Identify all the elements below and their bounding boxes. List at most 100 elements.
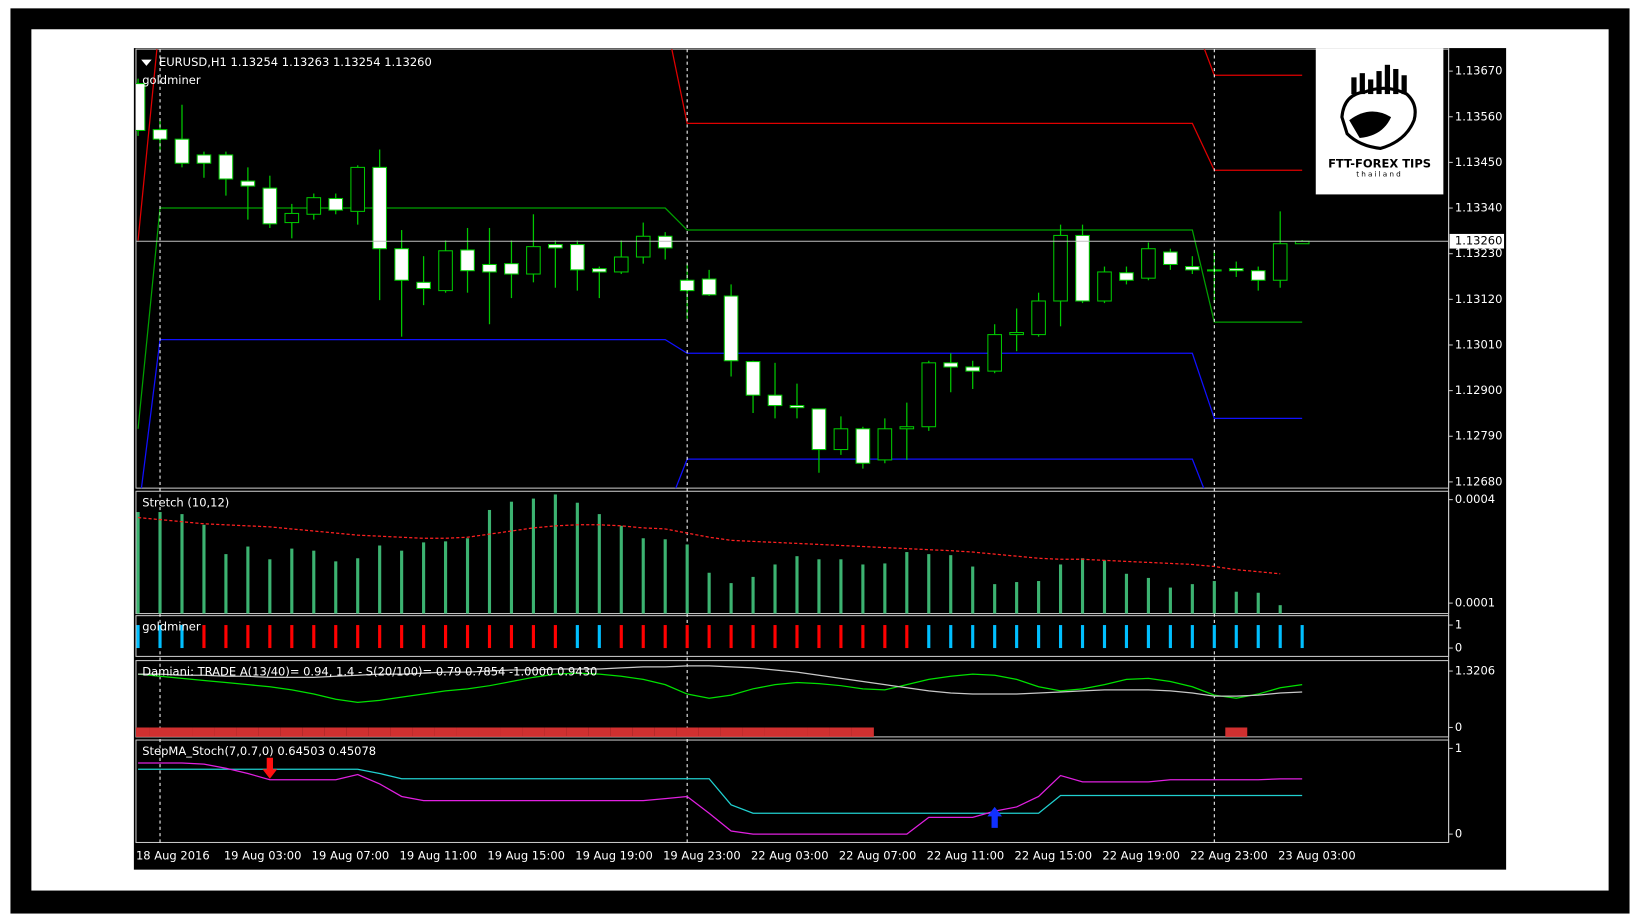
histogram-bar xyxy=(224,625,228,649)
signal-bar xyxy=(346,727,369,737)
signal-bar xyxy=(566,727,589,737)
signal-bar xyxy=(214,727,237,737)
histogram-bar xyxy=(443,625,448,649)
histogram-bar xyxy=(312,550,316,614)
candle-body xyxy=(1163,251,1178,266)
histogram-bar xyxy=(663,539,667,614)
x-tick-label: 22 Aug 03:00 xyxy=(751,849,829,863)
candle-body xyxy=(1185,266,1200,271)
x-tick-label: 19 Aug 19:00 xyxy=(575,849,653,863)
candle-body xyxy=(1119,272,1134,281)
y-tick-label: 1.13230 xyxy=(1455,246,1503,260)
histogram-bar xyxy=(729,625,733,649)
histogram-bar xyxy=(773,625,777,649)
chart-title: EURUSD,H1 1.13254 1.13263 1.13254 1.1326… xyxy=(159,55,432,69)
candle-body xyxy=(1053,234,1068,302)
histogram-bar xyxy=(839,625,843,649)
candle-body xyxy=(394,248,409,281)
x-tick-label: 19 Aug 23:00 xyxy=(663,849,741,863)
histogram-bar xyxy=(883,625,887,649)
candle-body xyxy=(218,154,234,180)
histogram-bar xyxy=(312,625,316,649)
histogram-bar xyxy=(1124,625,1129,649)
candle-body xyxy=(482,263,497,273)
indicator-line xyxy=(138,762,1303,835)
candle-body xyxy=(1009,332,1024,336)
candle-body xyxy=(723,295,739,362)
histogram-bar xyxy=(531,498,535,614)
candle-body xyxy=(679,279,695,292)
menu-triangle xyxy=(141,59,152,66)
histogram-bar xyxy=(1256,592,1260,614)
candle-body xyxy=(855,428,871,464)
candle-body xyxy=(877,428,893,461)
candle-body xyxy=(811,408,827,451)
histogram-bar xyxy=(905,552,909,614)
histogram-bar xyxy=(136,512,140,614)
panel-title: StepMA_Stoch(7,0.7,0) 0.64503 0.45078 xyxy=(142,744,376,758)
signal-bar xyxy=(654,727,677,737)
histogram-bar xyxy=(1168,587,1172,614)
candle-body xyxy=(328,197,344,211)
signal-bar xyxy=(720,727,743,737)
candle-body xyxy=(1097,271,1112,302)
histogram-bar xyxy=(641,625,645,649)
panel-title: Stretch (10,12) xyxy=(142,495,229,509)
y-tick-label: 1 xyxy=(1455,618,1462,632)
signal-bar xyxy=(742,727,765,737)
candle-body xyxy=(460,249,475,272)
indicator-line xyxy=(138,768,1303,814)
histogram-bar xyxy=(246,625,250,649)
indicator-line xyxy=(138,516,1281,575)
histogram-bar xyxy=(1168,625,1172,649)
signal-bar xyxy=(829,727,852,737)
candle-body xyxy=(416,281,431,290)
x-tick-label: 23 Aug 03:00 xyxy=(1278,849,1356,863)
histogram-bar xyxy=(290,625,294,649)
panel-title: Damiani: TRADE A(13/40)= 0.94, 1.4 - S(2… xyxy=(142,665,597,679)
y-tick-label: 1.13010 xyxy=(1455,337,1503,351)
candle-body xyxy=(504,263,519,275)
candle-body xyxy=(767,394,783,407)
signal-bar xyxy=(280,727,303,737)
signal-bar xyxy=(544,727,567,737)
x-tick-label: 19 Aug 07:00 xyxy=(312,849,390,863)
y-tick-label: 1.13340 xyxy=(1455,201,1503,215)
signal-bar xyxy=(610,727,633,737)
histogram-bar xyxy=(422,625,426,649)
candle-body xyxy=(1228,268,1244,272)
histogram-bar xyxy=(597,514,601,614)
panel-0 xyxy=(135,49,1310,489)
candle-body xyxy=(657,235,673,249)
indicator-line xyxy=(137,49,1303,241)
x-tick-label: 22 Aug 19:00 xyxy=(1102,849,1180,863)
panel-1 xyxy=(136,494,1282,614)
candle-body xyxy=(965,366,981,372)
candle-body xyxy=(943,362,959,368)
y-tick-label: 1.13670 xyxy=(1455,64,1503,78)
histogram-bar xyxy=(356,558,360,614)
x-tick-label: 19 Aug 03:00 xyxy=(224,849,302,863)
histogram-bar xyxy=(949,625,953,649)
candle-body xyxy=(1250,270,1266,281)
logo-tagline: thailand xyxy=(1356,170,1402,179)
logo-name: FTT-FOREX TIPS xyxy=(1328,157,1431,171)
candle-body xyxy=(240,180,256,187)
histogram-bar xyxy=(553,494,557,614)
histogram-bar xyxy=(158,512,162,614)
histogram-bar xyxy=(619,625,623,649)
candle-body xyxy=(548,244,563,249)
y-tick-label: 0 xyxy=(1455,720,1462,734)
histogram-bar xyxy=(531,625,535,649)
indicator-name: goldminer xyxy=(142,73,201,87)
histogram-bar xyxy=(180,625,184,649)
histogram-bar xyxy=(1015,582,1019,614)
y-tick-label: 1.12900 xyxy=(1455,383,1503,397)
histogram-bar xyxy=(597,625,601,649)
signal-bar xyxy=(302,727,325,737)
histogram-bar xyxy=(422,542,426,614)
histogram-bar xyxy=(224,554,228,614)
candle-body xyxy=(284,212,300,224)
